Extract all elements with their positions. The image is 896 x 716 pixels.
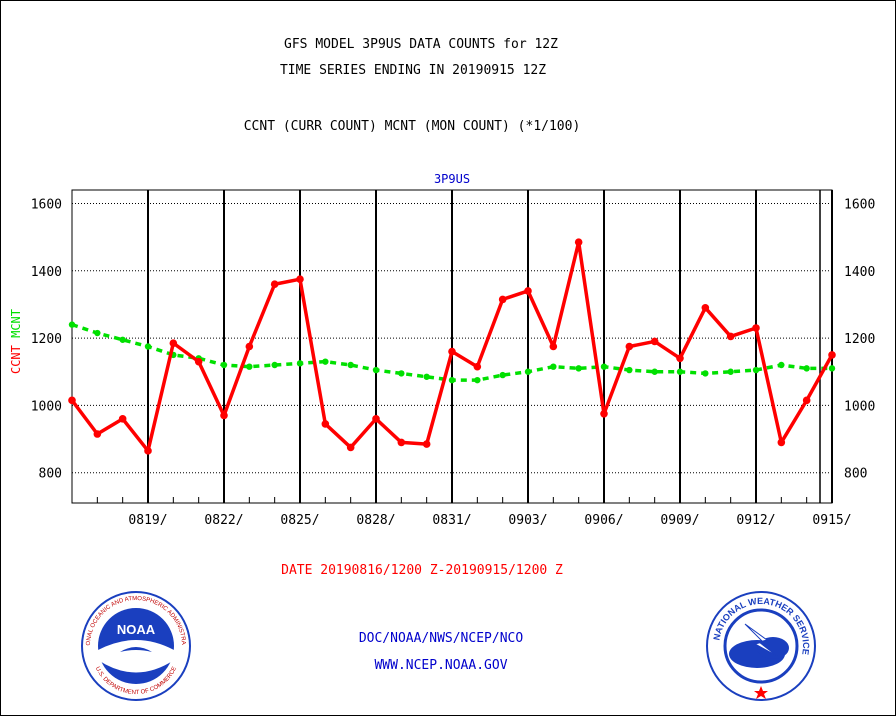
data-point-mcnt: [499, 371, 506, 379]
x-tick-label: 0912/: [736, 513, 775, 528]
website-link[interactable]: WWW.NCEP.NOAA.GOV: [374, 658, 508, 673]
data-point-ccnt: [600, 410, 608, 418]
data-point-ccnt: [448, 347, 456, 356]
data-point-mcnt: [626, 366, 633, 374]
data-point-mcnt: [752, 366, 760, 374]
data-point-ccnt: [650, 337, 659, 346]
data-point-ccnt: [346, 443, 355, 452]
data-point-ccnt: [828, 351, 836, 359]
data-point-mcnt: [119, 336, 126, 343]
data-point-ccnt: [473, 362, 482, 371]
data-point-ccnt: [752, 324, 760, 332]
y-tick-label-left: 1600: [31, 197, 62, 212]
data-point-ccnt: [701, 303, 710, 312]
data-point-ccnt: [549, 342, 558, 351]
data-point-mcnt: [144, 343, 152, 350]
data-point-ccnt: [321, 420, 330, 428]
data-point-mcnt: [803, 365, 810, 372]
x-tick-label: 0822/: [204, 513, 243, 528]
data-point-mcnt: [575, 365, 582, 372]
x-tick-label: 0903/: [508, 513, 547, 528]
data-point-ccnt: [397, 438, 406, 447]
data-point-ccnt: [574, 238, 583, 246]
date-range-label: DATE 20190816/1200 Z-20190915/1200 Z: [281, 563, 563, 578]
x-tick-label: 0819/: [128, 513, 167, 528]
y-tick-label-left: 1000: [31, 399, 62, 414]
data-point-mcnt: [220, 361, 228, 369]
data-point-mcnt: [600, 363, 608, 370]
data-point-ccnt: [625, 342, 634, 351]
data-point-ccnt: [118, 415, 127, 423]
data-point-mcnt: [702, 370, 709, 377]
data-point-ccnt: [93, 430, 102, 438]
data-point-mcnt: [322, 358, 329, 365]
org-label: DOC/NOAA/NWS/NCEP/NCO: [358, 631, 524, 646]
data-point-ccnt: [296, 275, 304, 283]
data-point-mcnt: [727, 368, 734, 375]
data-point-mcnt: [398, 370, 405, 377]
data-point-mcnt: [651, 368, 658, 375]
noaa-center-text: NOAA: [117, 622, 156, 637]
y-tick-label-right: 1400: [844, 265, 875, 280]
y-axis-label: CCNT MCNT: [9, 309, 23, 374]
data-point-mcnt: [296, 360, 304, 367]
chart-title-line1: GFS MODEL 3P9US DATA COUNTS for 12Z: [284, 37, 558, 52]
data-point-mcnt: [68, 321, 76, 328]
x-tick-label: 0825/: [280, 513, 319, 528]
data-point-ccnt: [676, 354, 684, 363]
y-tick-label-left: 800: [39, 467, 62, 482]
data-point-mcnt: [524, 368, 532, 375]
x-tick-label: 0906/: [584, 513, 623, 528]
y-tick-label-left: 1400: [31, 265, 62, 280]
data-point-mcnt: [271, 361, 278, 369]
noaa-logo: NOAA NATIONAL OCEANIC AND ATMOSPHERIC AD…: [80, 590, 191, 701]
data-point-mcnt: [448, 376, 456, 384]
nws-logo: NATIONAL WEATHER SERVICE: [706, 591, 816, 701]
data-point-mcnt: [347, 361, 354, 369]
chart-subtitle: CCNT (CURR COUNT) MCNT (MON COUNT) (*1/1…: [243, 119, 581, 134]
x-tick-label: 0909/: [660, 513, 699, 528]
chart-panel-title: 3P9US: [434, 172, 470, 186]
data-point-ccnt: [802, 396, 811, 405]
x-tick-label: 0831/: [432, 513, 471, 528]
y-tick-label-right: 800: [844, 467, 867, 482]
data-point-mcnt: [778, 361, 785, 369]
x-tick-label: 0828/: [356, 513, 395, 528]
data-point-ccnt: [144, 447, 152, 455]
y-tick-label-right: 1000: [844, 399, 875, 414]
chart-title-line2: TIME SERIES ENDING IN 20190915 12Z: [279, 63, 547, 78]
data-point-ccnt: [194, 357, 203, 366]
data-point-mcnt: [94, 329, 101, 337]
data-point-ccnt: [777, 438, 786, 447]
data-point-mcnt: [474, 376, 481, 384]
data-point-ccnt: [498, 295, 507, 304]
data-point-mcnt: [372, 366, 380, 374]
data-point-ccnt: [169, 339, 178, 347]
y-tick-label-right: 1200: [844, 332, 875, 347]
y-tick-label-right: 1600: [844, 197, 875, 212]
x-tick-label: 0915/: [812, 513, 851, 528]
data-point-ccnt: [270, 280, 279, 289]
data-point-ccnt: [524, 287, 532, 295]
data-point-mcnt: [676, 368, 684, 375]
data-point-ccnt: [422, 440, 431, 448]
data-point-ccnt: [220, 411, 228, 420]
data-point-mcnt: [423, 373, 430, 380]
data-point-ccnt: [726, 332, 735, 341]
data-point-ccnt: [68, 396, 76, 405]
data-point-mcnt: [550, 363, 557, 370]
data-point-mcnt: [828, 365, 836, 372]
data-point-ccnt: [245, 342, 254, 351]
y-tick-label-left: 1200: [31, 332, 62, 347]
data-point-ccnt: [372, 415, 380, 423]
data-point-mcnt: [246, 363, 253, 370]
